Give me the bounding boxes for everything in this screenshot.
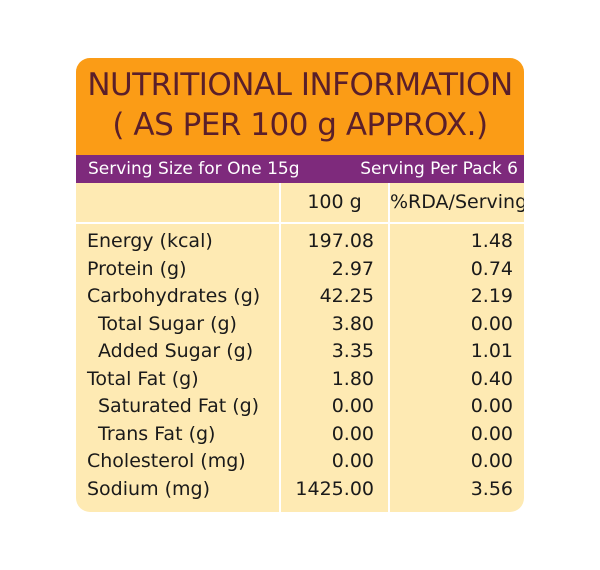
column-divider-2 <box>388 183 390 512</box>
serving-bar: Serving Size for One 15g Serving Per Pac… <box>76 155 524 183</box>
table-row: Sodium (mg) 1425.00 3.56 <box>76 476 524 504</box>
column-header-rda: %RDA/Serving <box>390 191 524 213</box>
nutrient-name: Carbohydrates (g) <box>87 285 261 307</box>
nutrient-name: Added Sugar (g) <box>98 340 254 362</box>
nutrient-name: Trans Fat (g) <box>98 422 216 445</box>
table-row: Added Sugar (g) 3.35 1.01 <box>76 338 524 366</box>
serving-size: Serving Size for One 15g <box>88 159 300 179</box>
nutrition-panel: NUTRITIONAL INFORMATION ( AS PER 100 g A… <box>76 58 524 512</box>
value-per-100g: 0.00 <box>331 395 374 417</box>
value-per-100g: 3.80 <box>331 312 374 335</box>
column-header-100g: 100 g <box>307 191 362 213</box>
servings-per-pack: Serving Per Pack 6 <box>360 159 518 179</box>
value-rda-per-serving: 0.00 <box>470 312 513 335</box>
value-rda-per-serving: 1.48 <box>470 230 513 252</box>
nutrient-name: Cholesterol (mg) <box>87 450 246 472</box>
value-per-100g: 197.08 <box>307 230 374 252</box>
nutrient-name: Sodium (mg) <box>87 477 211 500</box>
value-rda-per-serving: 2.19 <box>470 285 513 307</box>
value-per-100g: 3.35 <box>331 340 374 362</box>
nutrient-name: Total Fat (g) <box>87 367 199 390</box>
value-rda-per-serving: 0.40 <box>470 367 513 390</box>
nutrient-name: Energy (kcal) <box>87 230 213 252</box>
value-rda-per-serving: 1.01 <box>470 340 513 362</box>
value-per-100g: 0.00 <box>331 422 374 445</box>
value-per-100g: 2.97 <box>331 257 374 280</box>
nutrient-name: Total Sugar (g) <box>98 312 237 335</box>
table-row: Energy (kcal) 197.08 1.48 <box>76 228 524 256</box>
table-row: Total Sugar (g) 3.80 0.00 <box>76 311 524 339</box>
value-rda-per-serving: 0.00 <box>470 450 513 472</box>
value-rda-per-serving: 0.74 <box>470 257 513 280</box>
column-divider-1 <box>279 183 281 512</box>
title-line-1: NUTRITIONAL INFORMATION <box>87 67 513 103</box>
nutrient-name: Protein (g) <box>87 257 187 280</box>
value-rda-per-serving: 0.00 <box>470 422 513 445</box>
value-per-100g: 42.25 <box>319 285 374 307</box>
nutrient-name: Saturated Fat (g) <box>98 395 260 417</box>
value-per-100g: 1.80 <box>331 367 374 390</box>
table-row: Carbohydrates (g) 42.25 2.19 <box>76 283 524 311</box>
table-row: Total Fat (g) 1.80 0.40 <box>76 366 524 394</box>
table-row: Cholesterol (mg) 0.00 0.00 <box>76 448 524 476</box>
header-divider <box>76 222 524 224</box>
value-rda-per-serving: 0.00 <box>470 395 513 417</box>
table-row: Trans Fat (g) 0.00 0.00 <box>76 421 524 449</box>
title-block: NUTRITIONAL INFORMATION ( AS PER 100 g A… <box>76 58 524 155</box>
value-rda-per-serving: 3.56 <box>470 477 513 500</box>
value-per-100g: 0.00 <box>331 450 374 472</box>
title-line-2: ( AS PER 100 g APPROX.) <box>112 107 488 143</box>
table-row: Protein (g) 2.97 0.74 <box>76 256 524 284</box>
value-per-100g: 1425.00 <box>295 477 374 500</box>
table-row: Saturated Fat (g) 0.00 0.00 <box>76 393 524 421</box>
